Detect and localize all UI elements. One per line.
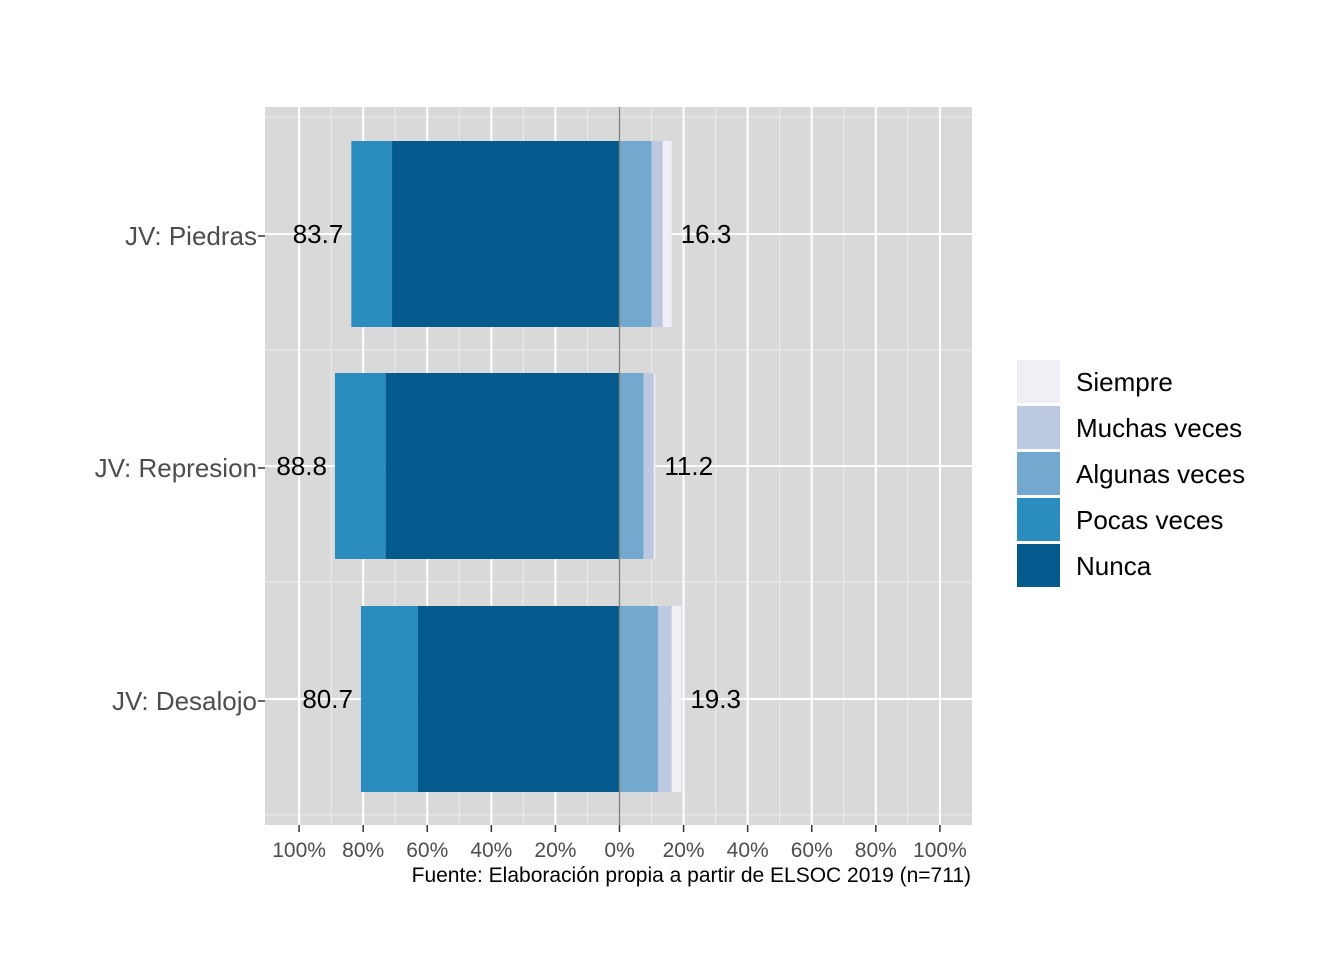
total-label-positive: 16.3 (681, 219, 732, 249)
total-label-negative: 80.7 (302, 684, 353, 714)
y-axis: JV: Piedras JV: Represion JV: Desalojo (95, 221, 265, 716)
bar-jv-represion-siempre (653, 373, 656, 559)
x-tick-label: 100% (272, 839, 326, 862)
x-tick-label: 40% (727, 839, 769, 862)
bar-jv-desalojo-algunas-veces (619, 606, 658, 792)
y-tick-label: JV: Represion (95, 453, 257, 483)
x-axis: 100% 80% 60% 40% 20% 0% 20% 40% 60% 80% 100% (272, 825, 967, 862)
y-tick-label: JV: Piedras (125, 221, 257, 251)
bar-jv-piedras-nunca (392, 141, 620, 327)
bar-jv-represion-nunca (385, 373, 620, 559)
bars (334, 141, 682, 792)
chart-caption: Fuente: Elaboración propia a partir de E… (412, 864, 971, 887)
x-tick-label: 100% (913, 839, 967, 862)
legend-label-pocas-veces: Pocas veces (1076, 505, 1223, 535)
bar-jv-represion-pocas-veces (334, 373, 386, 559)
x-tick-label: 20% (663, 839, 705, 862)
bar-jv-piedras-muchas-veces (651, 141, 663, 327)
total-label-positive: 19.3 (690, 684, 741, 714)
bar-jv-piedras-pocas-veces (351, 141, 393, 327)
x-tick-label: 80% (855, 839, 897, 862)
x-tick-label: 20% (534, 839, 576, 862)
bar-jv-desalojo-siempre (671, 606, 682, 792)
bar-jv-desalojo-nunca (417, 606, 620, 792)
legend-label-muchas-veces: Muchas veces (1076, 413, 1242, 443)
value-labels: 83.7 16.3 88.8 11.2 80.7 19.3 (276, 219, 741, 714)
legend-label-algunas-veces: Algunas veces (1076, 459, 1245, 489)
x-tick-label: 40% (470, 839, 512, 862)
x-tick-label: 60% (791, 839, 833, 862)
y-tick-label: JV: Desalojo (112, 686, 257, 716)
legend-key-algunas-veces (1017, 452, 1060, 495)
legend: Siempre Muchas veces Algunas veces Pocas ve… (1017, 360, 1245, 587)
x-tick-label: 0% (604, 839, 634, 862)
bar-jv-represion-muchas-veces (643, 373, 654, 559)
legend-key-siempre (1017, 360, 1060, 403)
legend-key-nunca (1017, 544, 1060, 587)
bar-jv-piedras-algunas-veces (619, 141, 652, 327)
x-tick-label: 60% (406, 839, 448, 862)
legend-label-siempre: Siempre (1076, 367, 1173, 397)
bar-jv-desalojo-muchas-veces (657, 606, 672, 792)
x-tick-label: 80% (342, 839, 384, 862)
total-label-positive: 11.2 (664, 451, 713, 481)
total-label-negative: 88.8 (276, 451, 327, 481)
bar-jv-represion-algunas-veces (619, 373, 644, 559)
total-label-negative: 83.7 (293, 219, 344, 249)
legend-key-muchas-veces (1017, 406, 1060, 449)
bar-jv-desalojo-pocas-veces (360, 606, 418, 792)
bar-jv-piedras-siempre (662, 141, 672, 327)
legend-label-nunca: Nunca (1076, 551, 1152, 581)
legend-key-pocas-veces (1017, 498, 1060, 541)
